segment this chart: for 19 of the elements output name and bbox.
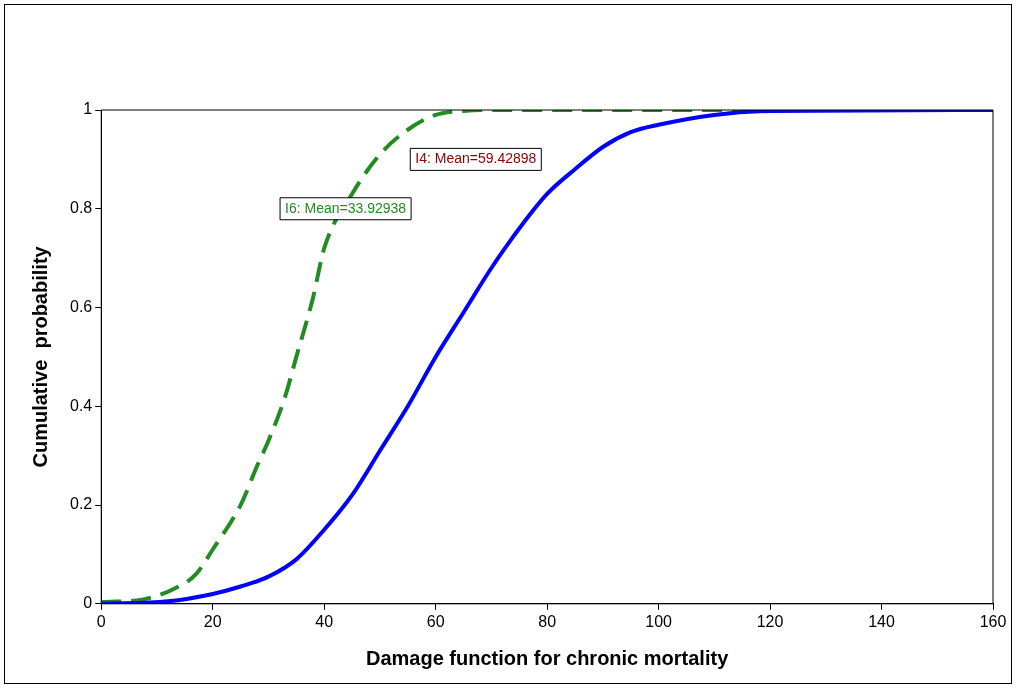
x-tick-label: 20 — [203, 612, 222, 630]
y-axis-title: Cumulative probability — [28, 245, 51, 468]
y-tick-label: 0 — [83, 594, 93, 612]
annotation: I4: Mean=59.42898 — [415, 150, 537, 167]
x-tick-label: 120 — [756, 612, 784, 630]
x-tick-label: 0 — [96, 612, 106, 630]
y-tick-label: 0.8 — [69, 199, 93, 217]
x-axis-title: Damage function for chronic mortality — [365, 646, 730, 669]
x-tick-label: 100 — [645, 612, 673, 630]
x-tick-label: 160 — [979, 612, 1007, 630]
y-tick-label: 1 — [83, 100, 93, 118]
y-tick-label: 0.2 — [69, 495, 93, 513]
y-tick-label: 0.6 — [69, 297, 93, 315]
x-tick-label: 140 — [868, 612, 895, 630]
x-tick-label: 80 — [538, 612, 557, 630]
x-tick-label: 60 — [426, 612, 445, 630]
x-tick-label: 40 — [315, 612, 334, 630]
y-tick-label: 0.4 — [69, 396, 93, 414]
annotation: I6: Mean=33.92938 — [285, 199, 407, 216]
